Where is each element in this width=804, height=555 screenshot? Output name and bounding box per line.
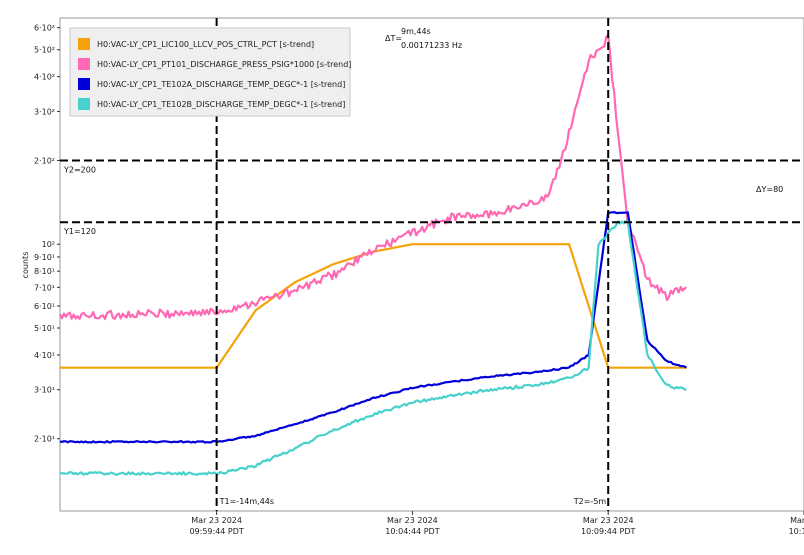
delta-t-prefix: ΔT= xyxy=(385,34,402,43)
x-tick-time: 09:59:44 PDT xyxy=(189,527,243,536)
y-tick-label: 3·10¹ xyxy=(34,386,55,395)
cursor-y1-label: Y1=120 xyxy=(63,227,96,236)
y-tick-label: 6·10¹ xyxy=(34,302,55,311)
legend-swatch xyxy=(78,58,90,70)
y-tick-label: 7·10¹ xyxy=(34,283,55,292)
x-tick-time: 10:14:4 xyxy=(789,527,804,536)
legend-swatch xyxy=(78,78,90,90)
y-tick-label: 9·10¹ xyxy=(34,253,55,262)
y-tick-label: 2·10² xyxy=(34,156,55,165)
x-tick-time: 10:09:44 PDT xyxy=(581,527,635,536)
legend-swatch xyxy=(78,98,90,110)
cursor-t1-label: T1=-14m,44s xyxy=(219,497,274,506)
legend: H0:VAC-LY_CP1_LIC100_LLCV_POS_CTRL_PCT [… xyxy=(69,27,351,117)
y-tick-label: 10² xyxy=(42,240,55,249)
legend-label: H0:VAC-LY_CP1_TE102B_DISCHARGE_TEMP_DEGC… xyxy=(97,100,345,109)
y-tick-label: 5·10² xyxy=(34,46,55,55)
cursor-t2-label: T2=-5m xyxy=(573,497,607,506)
delta-t-frequency: 0.00171233 Hz xyxy=(401,41,462,50)
x-axis-ticks: Mar 23 2024 09:59:44 PDT Mar 23 2024 10:04:… xyxy=(189,511,804,536)
series-line-2 xyxy=(59,34,688,321)
legend-swatch xyxy=(78,38,90,50)
legend-label: H0:VAC-LY_CP1_PT101_DISCHARGE_PRESS_PSIG… xyxy=(97,60,351,69)
y-tick-label: 4·10¹ xyxy=(34,351,55,360)
x-tick-date: Mar 23 xyxy=(790,516,804,525)
cursor-lines[interactable]: Y2=200 Y1=120 T1=-14m,44s T2=-5m xyxy=(60,18,804,511)
y-axis-label: counts xyxy=(21,252,30,279)
delta-t-value: 9m,44s xyxy=(401,27,431,36)
series-line-3 xyxy=(59,211,688,444)
y-tick-label: 5·10¹ xyxy=(34,324,55,333)
y-tick-label: 6·10² xyxy=(34,24,55,33)
delta-y-label: ΔY=80 xyxy=(756,185,783,194)
legend-box xyxy=(69,27,351,117)
y-tick-label: 2·10¹ xyxy=(34,435,55,444)
y-tick-label: 3·10² xyxy=(34,107,55,116)
x-tick-date: Mar 23 2024 xyxy=(191,516,242,525)
legend-label: H0:VAC-LY_CP1_TE102A_DISCHARGE_TEMP_DEGC… xyxy=(97,80,345,89)
series-lines xyxy=(59,34,688,476)
y-tick-label: 4·10² xyxy=(34,73,55,82)
series-line-1 xyxy=(60,243,687,369)
series-line-4 xyxy=(59,219,687,476)
x-tick-time: 10:04:44 PDT xyxy=(385,527,439,536)
y-tick-label: 8·10¹ xyxy=(34,267,55,276)
x-tick-date: Mar 23 2024 xyxy=(387,516,438,525)
y-axis-ticks: 6·10² 5·10² 4·10² 3·10² 2·10² 10² 9·10¹ 8·10¹ 7·… xyxy=(34,24,60,444)
legend-label: H0:VAC-LY_CP1_LIC100_LLCV_POS_CTRL_PCT [… xyxy=(97,40,314,49)
x-tick-date: Mar 23 2024 xyxy=(583,516,634,525)
cursor-y2-label: Y2=200 xyxy=(63,165,96,174)
